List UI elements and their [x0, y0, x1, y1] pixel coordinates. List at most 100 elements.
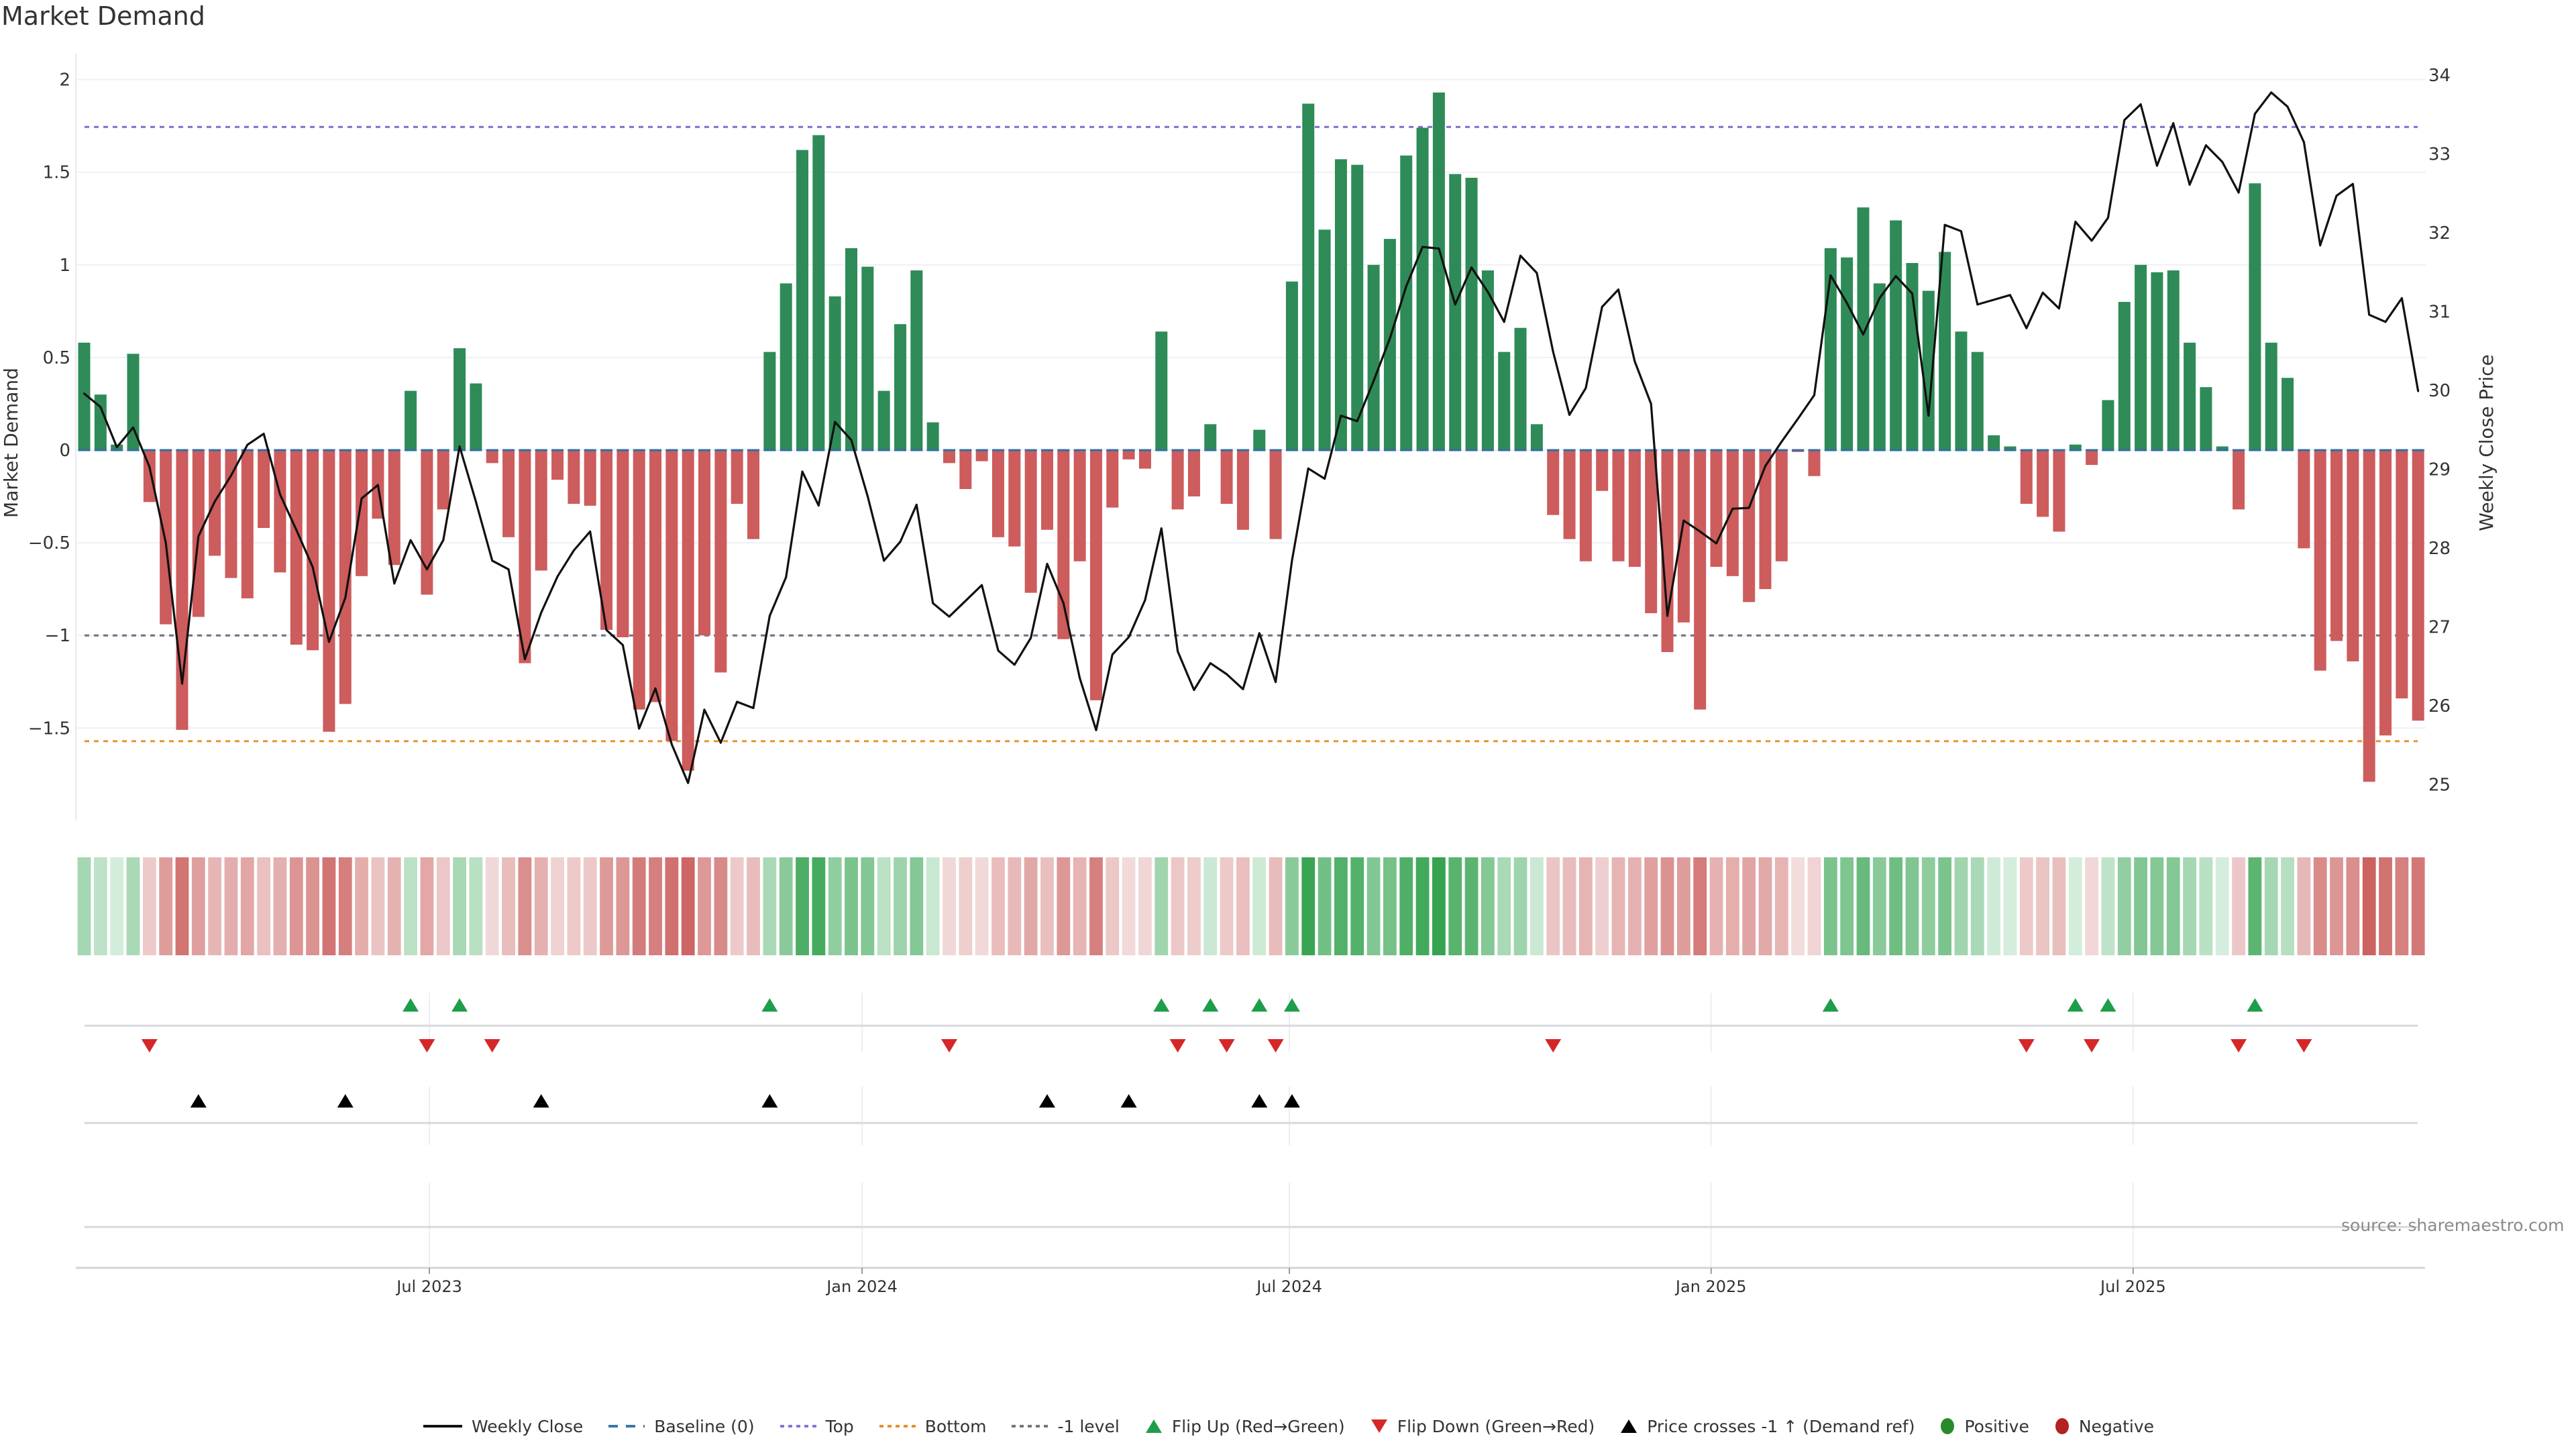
heat-cell	[1432, 857, 1446, 955]
legend-item-negative[interactable]: Negative	[2053, 1417, 2154, 1436]
legend-item-baseline[interactable]: Baseline (0)	[607, 1417, 755, 1436]
weekly-close-point	[1340, 415, 1342, 417]
heat-cell	[1660, 857, 1674, 955]
legend-item-minus-one-level[interactable]: -1 level	[1010, 1417, 1120, 1436]
legend-item-top[interactable]: Top	[779, 1417, 854, 1436]
legend-item-bottom[interactable]: Bottom	[878, 1417, 986, 1436]
heat-cell	[1644, 857, 1658, 955]
heat-cell	[2019, 857, 2033, 955]
demand-bar-positive	[78, 342, 91, 450]
heat-cell	[567, 857, 581, 955]
weekly-close-point	[213, 500, 216, 503]
demand-bar-negative	[1726, 450, 1739, 576]
legend-item-price-crosses[interactable]: Price crosses -1 ↑ (Demand ref)	[1619, 1417, 1915, 1436]
demand-bar-negative	[307, 450, 319, 651]
weekly-close-point	[1193, 689, 1195, 691]
triangle-down-icon	[1371, 1419, 1387, 1433]
weekly-close-point	[1046, 563, 1049, 565]
legend-item-weekly-close[interactable]: Weekly Close	[422, 1417, 583, 1436]
weekly-close-point	[2335, 195, 2338, 197]
weekly-close-point	[834, 421, 837, 423]
dot-icon	[2055, 1418, 2069, 1434]
flip-up-marker	[1283, 998, 1300, 1012]
demand-bar-negative	[502, 450, 515, 537]
weekly-close-point	[1177, 650, 1179, 653]
demand-bar-negative	[437, 450, 449, 510]
demand-bar-negative	[356, 450, 368, 576]
demand-bar-positive	[453, 348, 466, 450]
reference-lines	[85, 125, 2418, 743]
heat-cell	[1057, 857, 1071, 955]
weekly-close-point	[148, 466, 151, 468]
weekly-close-point	[1927, 415, 1930, 417]
demand-bar-negative	[1269, 450, 1282, 539]
demand-bar-positive	[1481, 270, 1494, 450]
demand-bar-negative	[1775, 450, 1788, 561]
weekly-close-point	[409, 539, 412, 541]
heat-cell	[159, 857, 173, 955]
demand-bar-negative	[241, 450, 254, 598]
demand-bar-positive	[1155, 331, 1168, 450]
weekly-close-point	[1421, 246, 1424, 248]
heat-cell	[747, 857, 760, 955]
demand-bar-positive	[1253, 429, 1266, 450]
heat-cell	[632, 857, 646, 955]
flip-down-marker	[484, 1039, 500, 1053]
heat-cell	[1040, 857, 1054, 955]
demand-bar-negative	[747, 450, 760, 539]
legend-item-flip-up[interactable]: Flip Up (Red→Green)	[1144, 1417, 1345, 1436]
weekly-close-point	[2351, 182, 2354, 185]
demand-bar-negative	[2396, 450, 2408, 699]
price-cross-marker	[761, 1094, 778, 1108]
heat-cell	[1938, 857, 1952, 955]
demand-bar-positive	[470, 383, 482, 450]
legend-item-flip-down[interactable]: Flip Down (Green→Red)	[1369, 1417, 1595, 1436]
y2-tick-label: 26	[2428, 696, 2451, 716]
gridlines	[75, 54, 2426, 820]
heat-cell	[796, 857, 809, 955]
heat-cell	[2395, 857, 2409, 955]
heat-cell	[436, 857, 450, 955]
weekly-close-point	[2400, 297, 2403, 299]
event-marker-rows	[85, 993, 2418, 1268]
weekly-close-point	[2172, 122, 2175, 125]
demand-bar-positive	[1906, 263, 1919, 450]
heat-cell	[2346, 857, 2360, 955]
heat-cell	[959, 857, 973, 955]
heat-cell	[2264, 857, 2278, 955]
heat-cell	[616, 857, 630, 955]
chart-title: Market Demand	[1, 1, 205, 31]
flip-down-marker	[1545, 1039, 1562, 1053]
demand-bar-positive	[1857, 207, 1870, 450]
heat-cell	[420, 857, 434, 955]
demand-bar-negative	[1220, 450, 1233, 504]
demand-bar-negative	[2347, 450, 2359, 661]
demand-bar-negative	[1743, 450, 1756, 602]
weekly-close-line	[83, 91, 2420, 784]
heat-cell	[1073, 857, 1087, 955]
weekly-close-point	[1470, 266, 1472, 269]
heat-cell	[2215, 857, 2229, 955]
heat-cell	[2150, 857, 2164, 955]
demand-bar-negative	[176, 450, 189, 731]
weekly-close-point	[2302, 141, 2305, 144]
heat-cell	[828, 857, 842, 955]
legend-item-positive[interactable]: Positive	[1939, 1417, 2029, 1436]
heat-cell	[224, 857, 238, 955]
demand-bar-negative	[160, 450, 172, 625]
legend-label: Negative	[2078, 1416, 2155, 1436]
demand-bar-positive	[2069, 444, 2082, 450]
demand-bar-negative	[1579, 450, 1592, 561]
demand-bar-positive	[796, 150, 809, 450]
heat-cell	[1301, 857, 1316, 955]
weekly-close-point	[621, 644, 624, 646]
heat-cell	[1497, 857, 1511, 955]
price-cross-marker	[190, 1094, 207, 1108]
x-tick-label: Jan 2024	[825, 1277, 898, 1296]
heat-cell	[1024, 857, 1038, 955]
weekly-close-point	[1943, 223, 1946, 226]
heat-cell	[1220, 857, 1234, 955]
demand-bar-positive	[910, 270, 923, 450]
heat-cell	[845, 857, 858, 955]
demand-bar-positive	[926, 422, 939, 450]
